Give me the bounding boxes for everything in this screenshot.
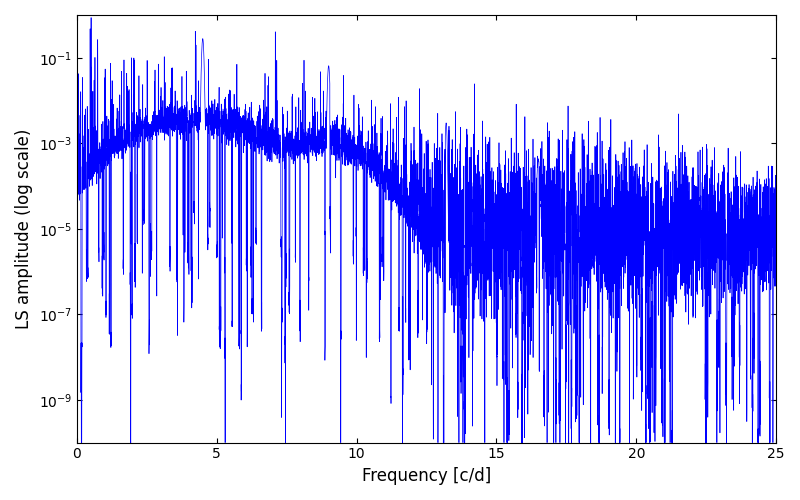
X-axis label: Frequency [c/d]: Frequency [c/d] — [362, 467, 491, 485]
Y-axis label: LS amplitude (log scale): LS amplitude (log scale) — [15, 128, 33, 329]
